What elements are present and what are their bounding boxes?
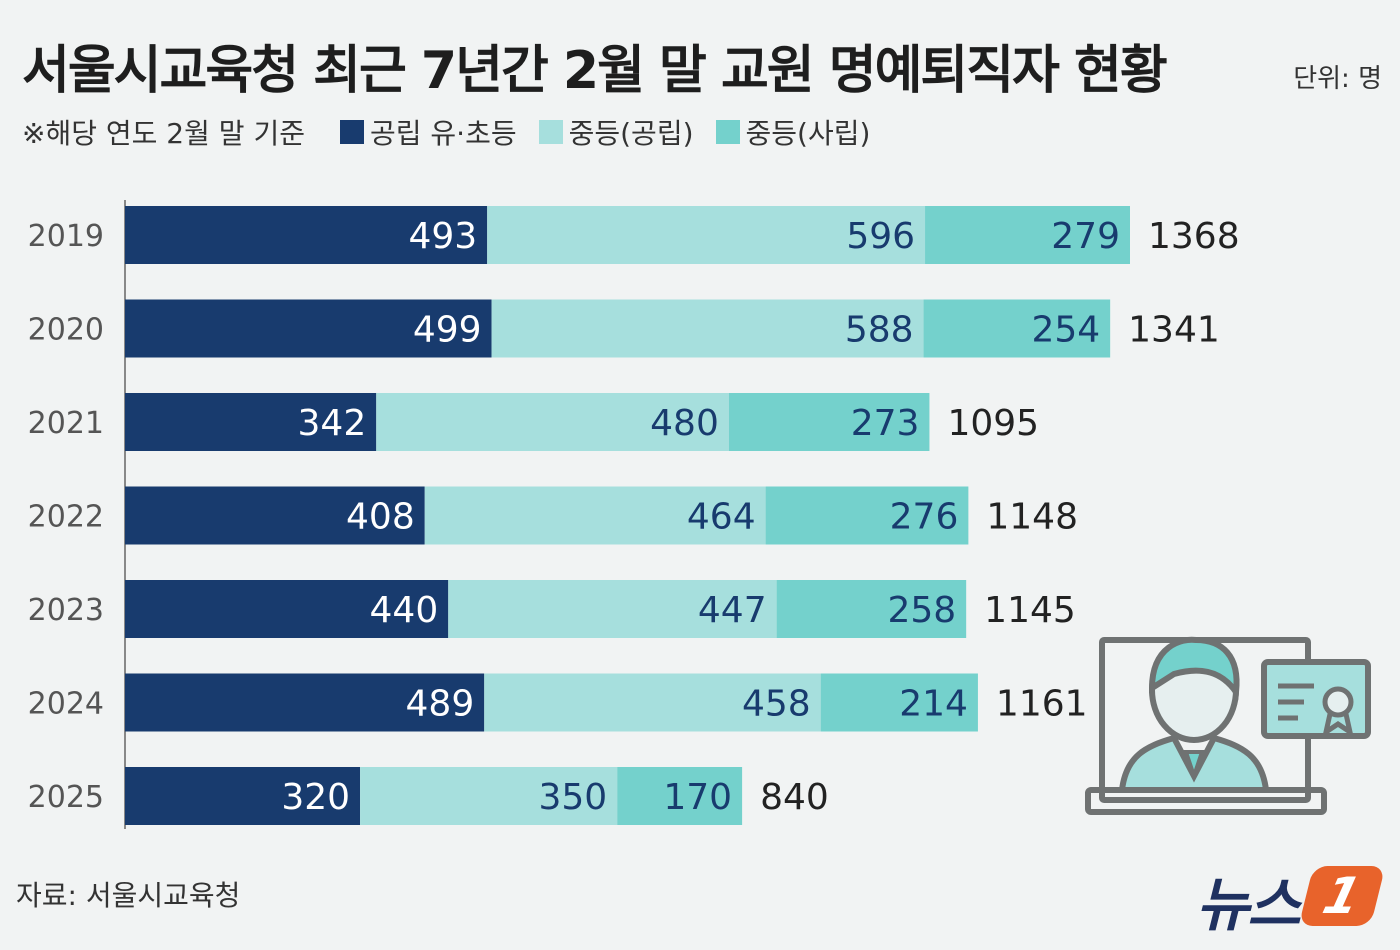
tick-label-2022: 2022 — [28, 500, 104, 535]
bar-2020-series-3 — [923, 299, 1111, 358]
data-label-2025-series-1: 320 — [281, 777, 350, 818]
bar-2024-series-2 — [484, 673, 821, 732]
bar-2019-series-3 — [925, 206, 1130, 264]
data-label-2023-series-3: 258 — [887, 590, 956, 631]
tick-label-2021: 2021 — [28, 406, 104, 441]
bar-2019-series-1 — [125, 206, 488, 264]
data-label-2019-series-2: 596 — [846, 216, 915, 257]
data-label-2021-series-1: 342 — [298, 403, 367, 444]
data-label-2025-series-2: 350 — [538, 777, 607, 818]
total-label-2023: 1145 — [984, 590, 1076, 631]
bar-2022-series-1 — [125, 486, 425, 545]
teacher-certificate-icon — [1085, 636, 1371, 815]
bar-2023-series-2 — [448, 580, 777, 638]
data-label-2020-series-3: 254 — [1031, 310, 1100, 351]
data-label-2024-series-2: 458 — [742, 684, 811, 725]
legend-label-series-2: 중등(공립) — [568, 117, 694, 150]
data-label-2023-series-1: 440 — [370, 590, 439, 631]
source-label: 자료: 서울시교육청 — [16, 879, 241, 912]
data-label-2023-series-2: 447 — [698, 590, 767, 631]
bar-2023-series-3 — [776, 580, 967, 638]
total-label-2021: 1095 — [947, 403, 1039, 444]
data-label-2025-series-3: 170 — [663, 777, 732, 818]
bar-2025-series-2 — [360, 767, 618, 825]
bar-2024-series-3 — [820, 673, 978, 732]
bar-2021-series-1 — [125, 393, 377, 451]
total-label-2024: 1161 — [996, 684, 1088, 725]
legend-swatch-series-2 — [538, 120, 563, 144]
total-label-2019: 1368 — [1148, 216, 1240, 257]
chart-title: 서울시교육청 최근 7년간 2월 말 교원 명예퇴직자 현황 — [22, 41, 1168, 101]
legend-item-series-2: 중등(공립) — [538, 112, 694, 152]
bar-2022-series-2 — [424, 486, 766, 545]
data-label-2020-series-1: 499 — [413, 310, 482, 351]
legend-label-series-3: 중등(사립) — [745, 117, 871, 150]
legend: 공립 유·초등 중등(공립) 중등(사립) — [340, 112, 870, 152]
bar-2022-series-3 — [765, 486, 969, 545]
data-label-2022-series-2: 464 — [687, 497, 756, 538]
unit-label: 단위: 명 — [1293, 64, 1382, 94]
bar-2024-series-1 — [125, 673, 485, 732]
data-label-2019-series-3: 279 — [1051, 216, 1120, 257]
total-label-2025: 840 — [760, 777, 829, 818]
bar-2019-series-2 — [487, 206, 926, 264]
legend-swatch-series-3 — [715, 120, 740, 144]
data-label-2019-series-1: 493 — [408, 216, 477, 257]
data-label-2022-series-1: 408 — [346, 497, 415, 538]
bar-2021-series-3 — [728, 393, 930, 451]
tick-label-2024: 2024 — [28, 687, 104, 722]
basis-note: ※해당 연도 2월 말 기준 — [22, 117, 305, 150]
tick-label-2019: 2019 — [28, 219, 104, 254]
data-label-2024-series-3: 214 — [899, 684, 968, 725]
tick-label-2020: 2020 — [28, 313, 104, 348]
news1-logo-text: 뉴스 — [1196, 871, 1301, 939]
bar-2023-series-1 — [125, 580, 449, 638]
legend-item-series-1: 공립 유·초등 — [340, 112, 517, 152]
data-label-2021-series-3: 273 — [851, 403, 920, 444]
legend-label-series-1: 공립 유·초등 — [370, 117, 517, 150]
total-label-2022: 1148 — [986, 497, 1078, 538]
legend-swatch-series-1 — [340, 120, 364, 144]
data-label-2024-series-1: 489 — [406, 684, 475, 725]
tick-label-2025: 2025 — [28, 780, 104, 815]
bar-2020-series-2 — [491, 299, 924, 358]
data-label-2020-series-2: 588 — [845, 310, 914, 351]
data-label-2021-series-2: 480 — [650, 403, 719, 444]
bar-2021-series-2 — [376, 393, 729, 451]
bar-2025-series-3 — [617, 767, 743, 825]
bar-2020-series-1 — [125, 299, 492, 358]
tick-label-2023: 2023 — [28, 593, 104, 628]
legend-item-series-3: 중등(사립) — [715, 112, 871, 152]
data-label-2022-series-3: 276 — [890, 497, 959, 538]
total-label-2020: 1341 — [1128, 310, 1220, 351]
bar-2025-series-1 — [125, 767, 361, 825]
